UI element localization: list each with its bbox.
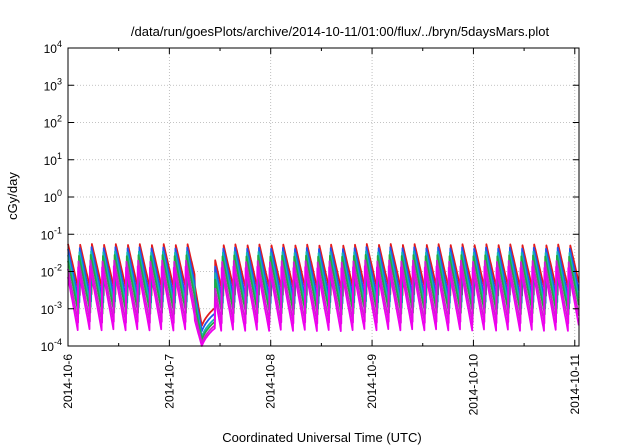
tick-marks — [67, 47, 579, 347]
series-line-5 — [67, 265, 580, 347]
series-line-0 — [67, 243, 580, 327]
x-axis-title: Coordinated Universal Time (UTC) — [222, 430, 421, 445]
y-tick-label: 10-2 — [41, 263, 62, 280]
y-tick-label: 10-1 — [41, 225, 62, 242]
y-tick-label: 102 — [44, 114, 62, 131]
series-line-1 — [67, 246, 580, 333]
series-line-2 — [67, 250, 580, 338]
series-layer — [67, 243, 580, 347]
series-line-3 — [67, 253, 580, 341]
x-tick-label: 2014-10-8 — [264, 354, 278, 409]
x-tick-label: 2014-10-9 — [365, 354, 379, 409]
y-tick-labels: 10-4 10-3 10-2 10-1 100 101 102 103 104 — [41, 39, 62, 354]
x-tick-label: 2014-10-11 — [568, 354, 582, 415]
y-tick-label: 104 — [44, 39, 62, 56]
y-tick-label: 100 — [44, 188, 62, 205]
x-tick-label: 2014-10-6 — [61, 354, 75, 409]
x-tick-label: 2014-10-7 — [162, 354, 176, 409]
series-line-4 — [67, 259, 580, 345]
y-tick-label: 103 — [44, 76, 62, 93]
chart-title: /data/run/goesPlots/archive/2014-10-11/0… — [131, 24, 550, 39]
y-axis-title: cGy/day — [5, 172, 20, 220]
y-tick-label: 10-3 — [41, 300, 62, 317]
y-tick-label: 101 — [44, 151, 62, 168]
x-tick-labels: 2014-10-6 2014-10-7 2014-10-8 2014-10-9 2014… — [61, 354, 582, 416]
y-tick-label: 10-4 — [41, 337, 62, 354]
x-tick-label: 2014-10-10 — [466, 354, 480, 416]
